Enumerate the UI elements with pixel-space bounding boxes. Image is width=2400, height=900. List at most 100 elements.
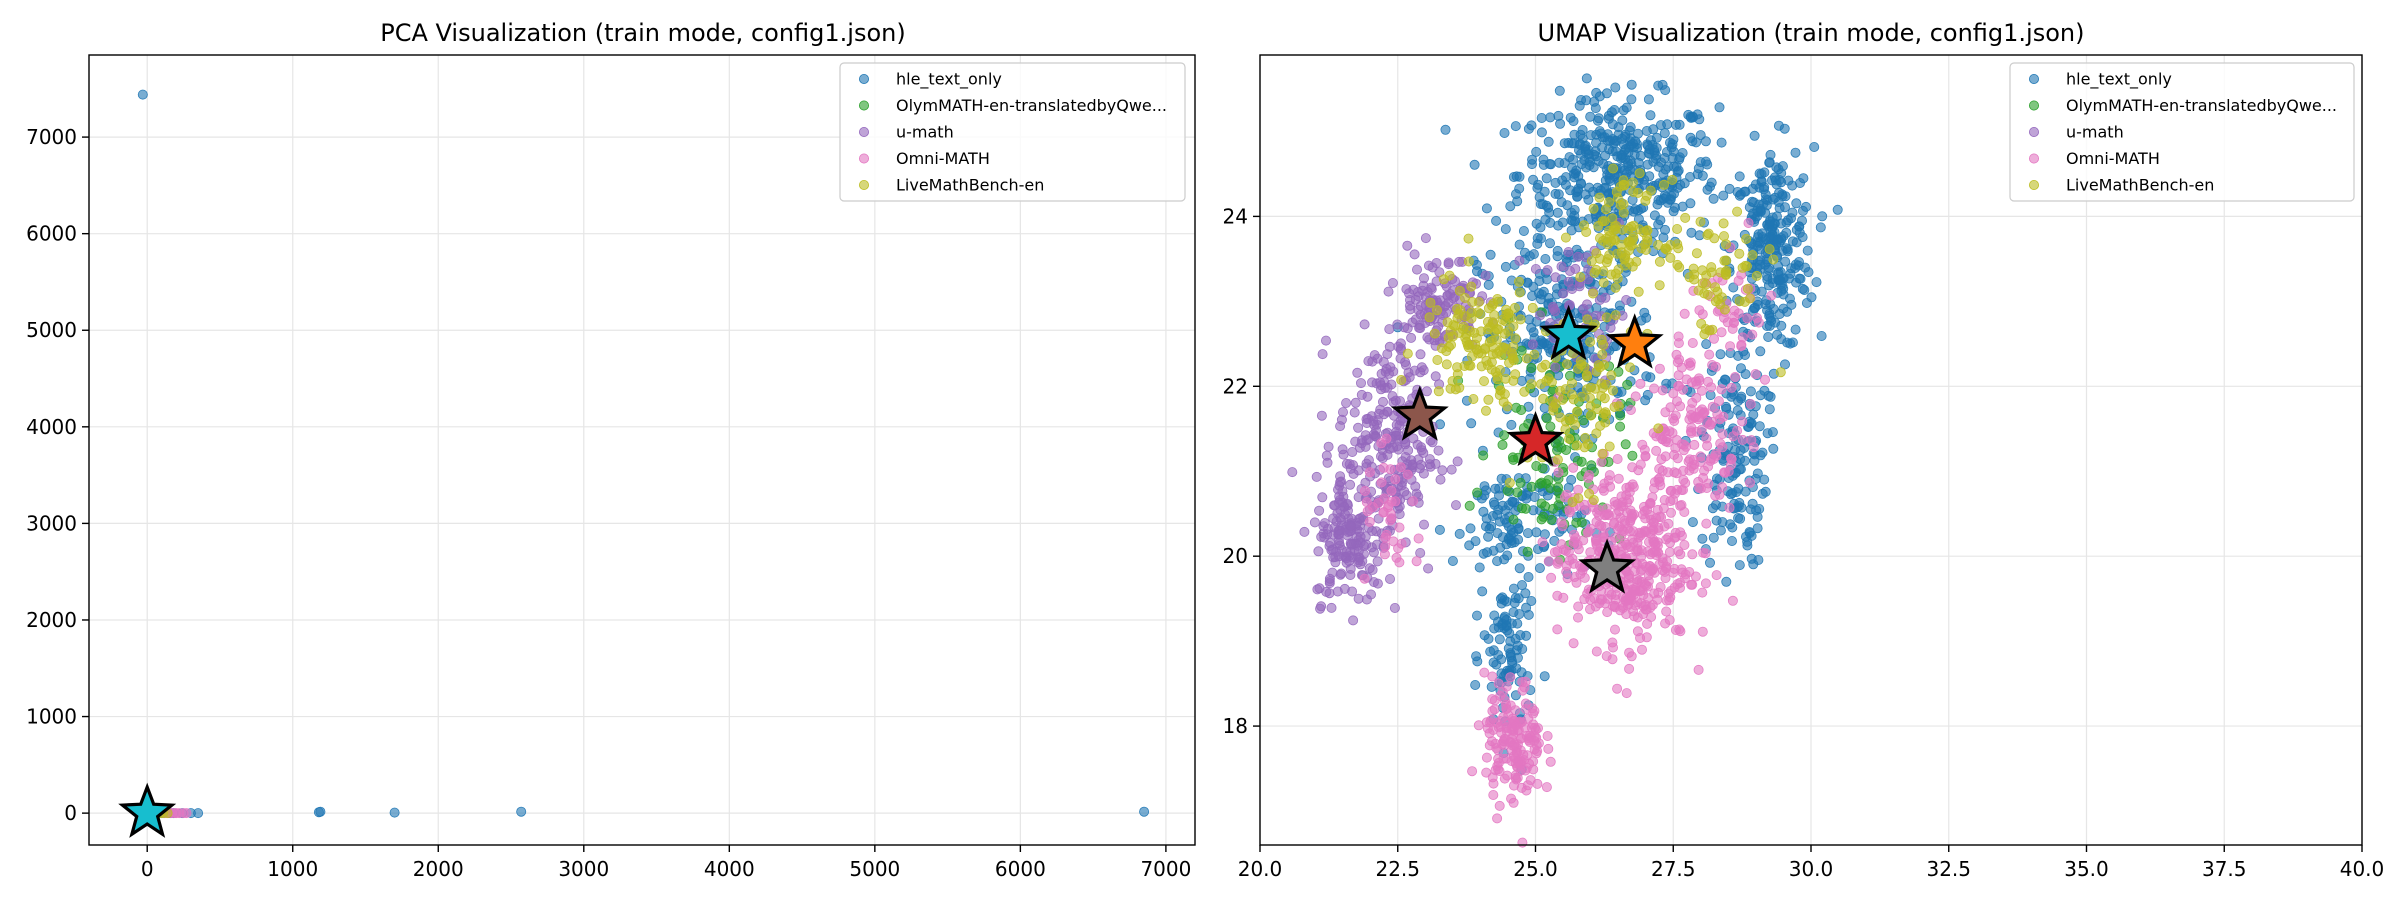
data-point-series-2 [1403,445,1414,456]
data-point-series-2 [1384,324,1395,335]
data-point-series-2 [1311,471,1322,482]
data-point-series-1 [1620,439,1631,450]
data-point-series-2 [1378,396,1389,407]
data-point-series-4 [1463,233,1474,244]
data-point-series-1 [1526,481,1537,492]
data-point-series-0 [1679,178,1690,189]
data-point-series-0 [1494,634,1505,645]
data-point-series-3 [1657,385,1668,396]
data-point-series-0 [1774,203,1785,214]
data-point-series-2 [1318,521,1329,532]
data-point-series-0 [1752,523,1763,534]
data-point-series-4 [1689,274,1700,285]
data-point-series-3 [1627,462,1638,473]
data-point-series-3 [1411,556,1422,567]
data-point-series-0 [1555,118,1566,129]
data-point-series-2 [1556,261,1567,272]
data-point-series-3 [1670,532,1681,543]
data-point-series-4 [1594,192,1605,203]
data-point-series-3 [1659,521,1670,532]
data-point-series-4 [1493,296,1504,307]
data-point-series-4 [1557,394,1568,405]
data-point-series-0 [1655,215,1666,226]
data-point-series-0 [1742,540,1753,551]
data-point-series-4 [1503,308,1514,319]
data-point-series-0 [1702,159,1713,170]
data-point-series-4 [1739,296,1750,307]
data-point-series-0 [1613,122,1624,133]
legend-label: u-math [896,123,954,142]
legend-swatch [2029,74,2040,85]
data-point-series-4 [1579,361,1590,372]
data-point-series-3 [1598,485,1609,496]
data-point-series-3 [1573,612,1584,623]
data-point-series-0 [1791,198,1802,209]
data-point-series-4 [1446,339,1457,350]
data-point-series-0 [1735,513,1746,524]
data-point-series-0 [1734,171,1745,182]
data-point-series-2 [1402,240,1413,251]
data-point-series-3 [1669,415,1680,426]
data-point-series-2 [1359,319,1370,330]
data-point-series-0 [1581,73,1592,84]
data-point-series-2 [1419,519,1430,530]
data-point-series-4 [1775,367,1786,378]
data-point-series-0 [1624,125,1635,136]
data-point-series-0 [1522,277,1533,288]
data-point-series-0 [1574,100,1585,111]
data-point-series-0 [1485,249,1496,260]
data-point-series-2 [1353,546,1364,557]
data-point-series-0 [1536,233,1547,244]
legend-label: hle_text_only [896,70,1002,90]
y-tick-label: 18 [1223,714,1248,738]
data-point-series-4 [1537,362,1548,373]
data-point-series-3 [1517,685,1528,696]
data-point-series-2 [1327,567,1338,578]
data-point-series-1 [1478,450,1489,461]
x-tick-label: 2000 [413,857,464,881]
x-tick-label: 0 [141,857,154,881]
data-point-series-3 [1737,332,1748,343]
data-point-series-2 [1361,417,1372,428]
data-point-series-0 [1641,371,1652,382]
data-point-series-3 [1562,573,1573,584]
data-point-series-4 [1707,324,1718,335]
data-point-series-1 [1515,477,1526,488]
data-point-series-0 [1767,427,1778,438]
data-point-series-4 [1508,341,1519,352]
data-point-series-4 [1599,359,1610,370]
data-point-series-0 [1759,385,1770,396]
data-point-series-3 [1651,550,1662,561]
data-point-series-4 [1706,262,1717,273]
data-point-series-2 [1415,548,1426,559]
data-point-series-0 [389,807,400,818]
data-point-series-0 [1504,628,1515,639]
data-point-series-2 [1418,365,1429,376]
data-point-series-0 [1521,493,1532,504]
data-point-series-0 [1481,203,1492,214]
data-point-series-3 [1651,513,1662,524]
data-point-series-0 [1817,211,1828,222]
data-point-series-4 [1514,287,1525,298]
data-point-series-0 [1545,112,1556,123]
pca-y-ticks: 0 1000 2000 3000 4000 5000 6000 7000 [26,125,89,825]
data-point-series-0 [1747,183,1758,194]
data-point-series-3 [1595,594,1606,605]
data-point-series-4 [1709,233,1720,244]
data-point-series-4 [1618,175,1629,186]
data-point-series-2 [1366,589,1377,600]
data-point-series-3 [1716,327,1727,338]
data-point-series-0 [1752,511,1763,522]
data-point-series-0 [1755,255,1766,266]
data-point-series-3 [1488,778,1499,789]
data-point-series-3 [1543,743,1554,754]
data-point-series-0 [1505,649,1516,660]
data-point-series-3 [1716,384,1727,395]
data-point-series-3 [1583,527,1594,538]
data-point-series-0 [1760,486,1771,497]
data-point-series-3 [1495,690,1506,701]
data-point-series-3 [1624,663,1635,674]
data-point-series-0 [1508,171,1519,182]
data-point-series-4 [1519,386,1530,397]
